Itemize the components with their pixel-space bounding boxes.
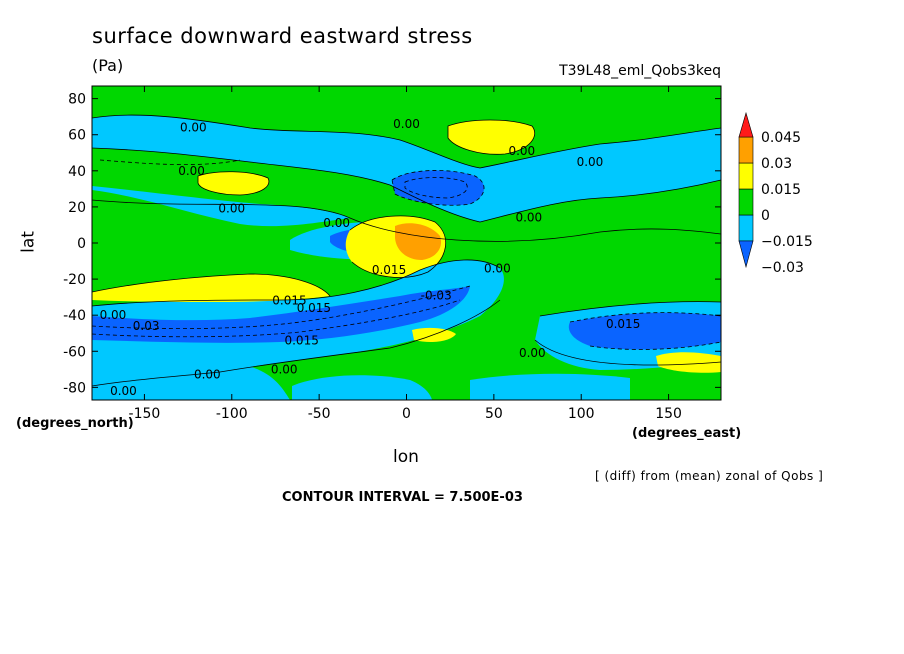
region-south-yellow-3 [656,352,721,373]
contour-line [92,259,501,307]
contour-line [99,159,241,166]
x-axis-ticks: -150 -100 -50 0 50 100 150 [129,86,682,422]
run-label: T39L48_eml_Qobs3keq [559,63,721,79]
region-north-cyan-1 [92,115,721,222]
contour-label: 0.015 [272,294,306,308]
region-north-cyan-2 [92,186,350,227]
region-south-blue-east [568,312,721,350]
x-tick-label: -150 [129,406,161,422]
x-tick-label: 0 [402,406,411,422]
region-yellow-c [470,122,515,140]
contour-line [92,199,721,242]
contour-line [569,312,721,323]
y-tick-label: -80 [63,380,86,396]
contour-line [589,341,721,350]
contour-label: 0.00 [577,155,604,169]
colorbar-swatch [738,214,754,242]
y-tick-label: 0 [77,236,86,252]
y-tick-label: 40 [68,164,86,180]
contour-line [92,299,501,387]
contour-line [92,273,331,297]
region-polar-cyan-3 [470,373,630,400]
contour-line [404,177,468,199]
contour-label: 0.00 [271,362,298,376]
x-tick-label: -100 [216,406,248,422]
y-tick-label: -40 [63,308,86,324]
region-polar-cyan-2 [292,375,432,400]
contour-line [349,215,447,278]
contour-label: 0.00 [515,211,542,225]
region-polar-cyan [92,363,290,400]
colorbar-label: 0.015 [761,182,801,198]
region-eq-orange [395,223,442,260]
colorbar-label: 0.045 [761,130,801,146]
filled-contour-field [92,86,721,400]
region-yellow-b [198,171,269,195]
contour-label: 0.00 [323,216,350,230]
contour-label: 0.015 [606,317,640,331]
colorbar-label: 0.03 [761,156,792,172]
contour-label: 0.03 [133,319,160,333]
contour-line [92,147,721,223]
y-axis-ticks: -80 -60 -40 -20 0 20 40 60 80 [63,92,721,396]
contour-label: 0.00 [393,117,420,131]
contour-line [391,170,485,206]
y-axis-units: (degrees_north) [16,416,134,431]
contour-line [534,339,721,366]
y-tick-label: -60 [63,344,86,360]
x-tick-label: 50 [485,406,503,422]
units-label: (Pa) [92,56,124,75]
contour-label: -0.03 [421,288,452,302]
y-tick-label: -20 [63,272,86,288]
contour-label: 0.00 [180,121,207,135]
x-axis-label: lon [393,447,419,467]
contour-line [539,301,721,317]
contour-label: 0.00 [110,384,137,398]
contour-line [92,285,471,330]
y-tick-label: 60 [68,128,86,144]
contour-lines [92,114,721,387]
contour-label: 0.00 [218,202,245,216]
y-tick-label: 80 [68,92,86,108]
contour-line [447,119,536,155]
contour-label: 0.00 [194,368,221,382]
region-south-yellow [92,274,330,302]
contour-line [92,299,461,338]
contour-label: 0.00 [484,261,511,275]
colorbar-low-arrow [738,240,754,269]
contour-line [92,114,721,169]
contour-label: 0.00 [519,346,546,360]
diff-note: [ (diff) from (mean) zonal of Qobs ] [595,469,824,483]
x-axis-units: (degrees_east) [632,426,742,441]
colorbar-swatch [738,136,754,164]
colorbar-label: 0 [761,208,770,224]
chart-title: surface downward eastward stress [92,24,473,48]
x-tick-label: 150 [655,406,682,422]
contour-labels: 0.00 0.000.000.000.000.000.00 0.000.015 0.0… [100,117,641,398]
x-tick-label: 100 [568,406,595,422]
contour-label: 0.00 [100,308,127,322]
contour-interval: CONTOUR INTERVAL = 7.500E-03 [282,490,523,505]
colorbar-swatch [738,188,754,216]
colorbar: 0.045 0.03 0.015 0 −0.015 −0.03 [738,111,813,276]
colorbar-high-arrow [738,111,754,138]
y-tick-label: 20 [68,200,86,216]
contour-label: 0.00 [178,164,205,178]
colorbar-swatch [738,162,754,190]
contour-label: 0.00 [508,144,535,158]
colorbar-label: −0.03 [761,260,804,276]
contour-label: 0.015 [372,263,406,277]
contour-label: 0.015 [297,301,331,315]
x-tick-label: -50 [308,406,331,422]
contour-line [197,171,270,196]
contour-label: 0.015 [284,333,318,347]
colorbar-label: −0.015 [761,234,813,250]
